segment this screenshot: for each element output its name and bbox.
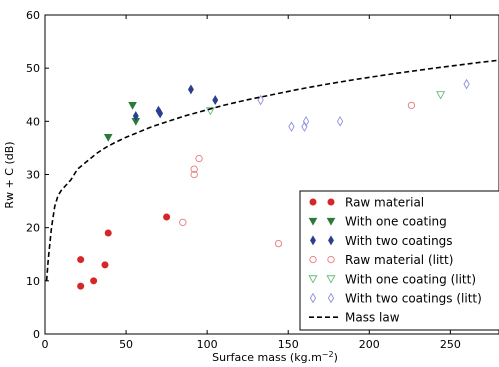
y-tick-label: 10: [26, 275, 40, 288]
data-point: [179, 218, 187, 227]
x-axis-label-close: ): [334, 351, 338, 364]
legend-entry-0: Raw material: [309, 196, 424, 210]
legend-entry-4: With one coating (litt): [308, 272, 476, 286]
legend-entry-3: Raw material (litt): [309, 253, 453, 267]
series-2: [132, 84, 219, 122]
legend-box: [299, 190, 499, 331]
data-point: [90, 277, 98, 285]
legend-label: With two coatings (litt): [345, 292, 482, 306]
x-axis-label: Surface mass (kg.m−2): [212, 350, 338, 364]
series-6: [45, 59, 499, 281]
x-tick-label: 200: [359, 338, 380, 351]
legend-marker: [327, 255, 335, 264]
series-0: [77, 213, 171, 290]
data-point: [190, 165, 198, 173]
legend-label: With one coating (litt): [345, 272, 476, 286]
data-point: [187, 84, 194, 95]
legend-label: Mass law: [345, 311, 400, 325]
data-point: [190, 170, 198, 179]
x-tick-label: 50: [119, 338, 133, 351]
legend-label: With two coatings: [345, 234, 453, 248]
legend-entry-2: With two coatings: [310, 234, 453, 248]
data-point: [407, 101, 416, 110]
legend-label: Raw material (litt): [345, 253, 453, 267]
data-point: [274, 239, 283, 248]
legend-marker: [327, 292, 335, 304]
legend-marker: [326, 217, 336, 226]
x-axis-label-superscript: −2: [322, 350, 334, 359]
legend-marker: [308, 275, 318, 284]
data-point: [212, 95, 219, 106]
y-tick-label: 30: [26, 169, 40, 182]
x-axis-label-main: Surface mass (kg.m: [212, 351, 322, 364]
y-tick-label: 40: [26, 115, 40, 128]
legend-marker: [309, 255, 317, 264]
data-point: [257, 94, 264, 106]
legend-marker: [308, 217, 318, 226]
legend-entry-6: Mass law: [309, 311, 400, 325]
y-axis-label: Rw + C (dB): [3, 141, 16, 208]
x-tick-label: 150: [278, 338, 299, 351]
x-tick-label: 0: [42, 338, 49, 351]
x-tick-label: 100: [197, 338, 218, 351]
data-point: [77, 282, 85, 290]
data-point: [336, 116, 344, 127]
legend-entry-1: With one coating: [308, 215, 447, 229]
data-point: [132, 111, 139, 122]
legend-marker: [328, 235, 334, 246]
y-tick-label: 0: [33, 328, 40, 341]
legend-marker: [309, 198, 317, 206]
series-layer: [45, 59, 499, 290]
legend-marker: [326, 275, 336, 284]
legend: Raw material With one coating With two coa…: [299, 190, 499, 331]
series-4: [205, 91, 446, 116]
legend-marker: [327, 198, 335, 206]
data-point: [163, 213, 171, 221]
legend-label: With one coating: [345, 215, 447, 229]
series-5: [257, 78, 470, 132]
data-point: [302, 116, 310, 127]
data-point: [128, 102, 137, 110]
series-1: [103, 102, 141, 142]
legend-marker: [309, 292, 317, 304]
data-point: [205, 107, 215, 116]
data-point: [103, 133, 113, 142]
legend-label: Raw material: [345, 196, 424, 210]
data-point: [463, 78, 470, 90]
y-tick-label: 20: [26, 222, 40, 235]
y-tick-label: 60: [26, 9, 40, 22]
data-point: [157, 108, 164, 119]
legend-entry-5: With two coatings (litt): [309, 292, 482, 306]
legend-marker: [310, 235, 316, 246]
axes: 0 50 100 150 200 250 0 10 20 30 40 50 60: [26, 9, 499, 351]
data-point: [195, 154, 203, 163]
data-point: [101, 261, 109, 269]
x-tick-label: 250: [440, 338, 461, 351]
y-tick-label: 50: [26, 62, 40, 75]
data-point: [436, 91, 446, 100]
data-point: [104, 229, 112, 237]
series-3: [179, 101, 416, 248]
data-point: [288, 121, 295, 132]
mass-law-line: [45, 59, 499, 281]
data-point: [77, 256, 85, 264]
